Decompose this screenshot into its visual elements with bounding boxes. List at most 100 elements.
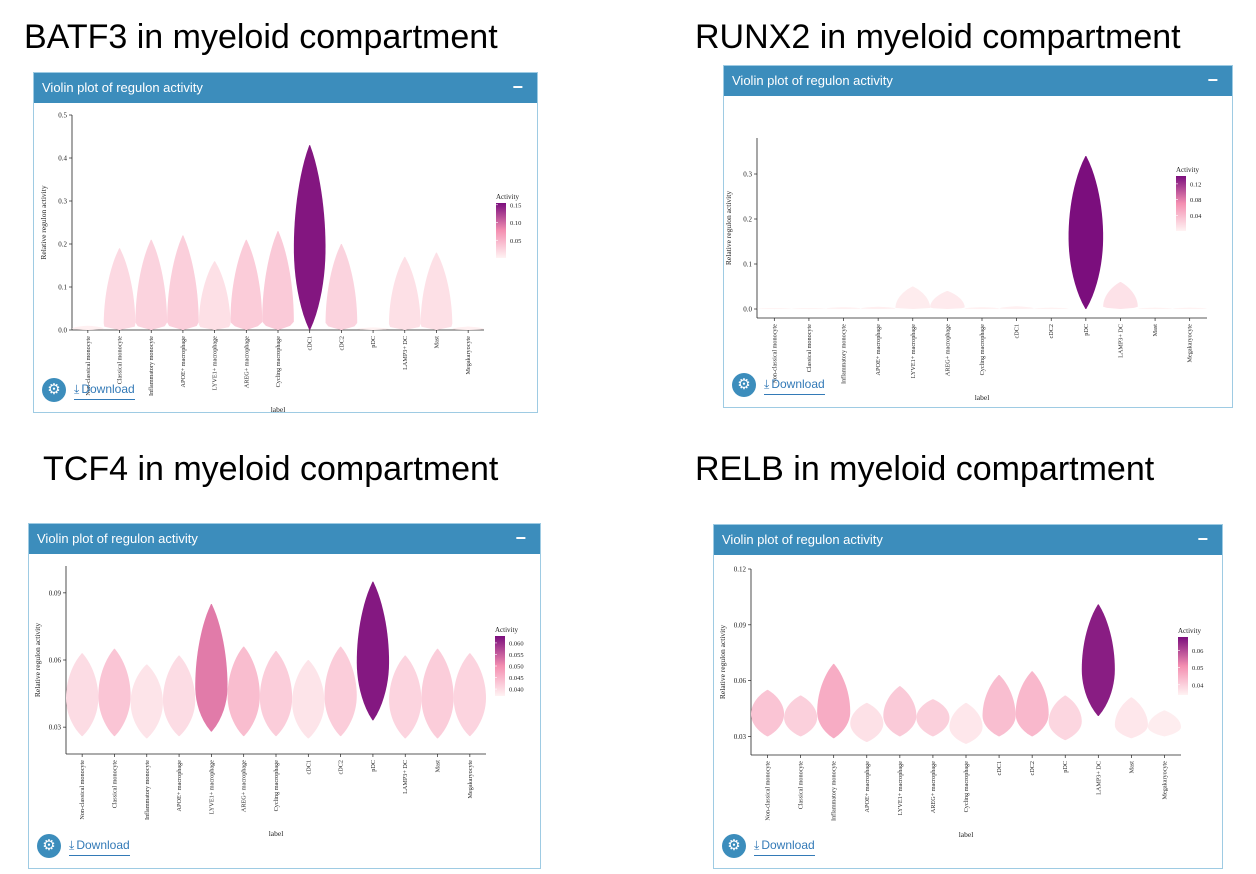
legend-tick-label: 0.08 bbox=[1190, 197, 1201, 204]
violin-2 bbox=[135, 239, 168, 330]
violin-6 bbox=[262, 231, 294, 330]
violin-8 bbox=[324, 646, 357, 737]
x-tick-label: Cycling macrophage bbox=[979, 324, 986, 376]
violin-5 bbox=[930, 291, 965, 309]
y-tick-label: 0.3 bbox=[743, 171, 752, 179]
x-tick-label: Inflammatory monocyte bbox=[148, 336, 155, 396]
gear-icon[interactable]: ⚙ bbox=[42, 378, 66, 402]
x-tick-label: LYVE1+ macrophage bbox=[910, 324, 917, 378]
violin-9 bbox=[1068, 156, 1104, 309]
x-tick-label: LAMP3+ DC bbox=[1117, 324, 1124, 358]
x-tick-label: LAMP3+ DC bbox=[1095, 761, 1102, 795]
gear-icon[interactable]: ⚙ bbox=[37, 834, 61, 858]
violin-5 bbox=[230, 239, 263, 330]
x-tick-label: pDC bbox=[370, 336, 377, 348]
x-tick-label: cDC1 bbox=[1014, 324, 1021, 338]
x-tick-label: Cycling macrophage bbox=[273, 760, 280, 812]
x-axis-label: label bbox=[975, 393, 990, 402]
x-tick-label: Classical monocyte bbox=[798, 761, 805, 810]
download-label: Download bbox=[81, 382, 135, 396]
box-title: Violin plot of regulon activity bbox=[37, 531, 198, 546]
gear-icon[interactable]: ⚙ bbox=[732, 373, 756, 397]
x-tick-label: LAMP3+ DC bbox=[402, 760, 409, 794]
legend-title: Activity bbox=[1178, 627, 1201, 635]
box-header: Violin plot of regulon activity − bbox=[724, 66, 1232, 96]
legend-tick-label: 0.050 bbox=[509, 664, 524, 671]
download-button[interactable]: ⤓ Download bbox=[764, 377, 825, 395]
violin-chart: 0.0 0.1 0.2 0.3 Relative regulon activity Non… bbox=[724, 138, 1207, 402]
violin-8 bbox=[1015, 671, 1049, 737]
x-tick-label: cDC1 bbox=[307, 336, 314, 350]
x-tick-label: cDC2 bbox=[1048, 324, 1055, 338]
violin-9 bbox=[1048, 695, 1082, 741]
violin-7 bbox=[293, 145, 326, 330]
x-tick-label: cDC1 bbox=[305, 760, 312, 774]
collapse-button[interactable]: − bbox=[515, 528, 526, 548]
violin-2 bbox=[817, 663, 851, 739]
legend-tick-label: 0.04 bbox=[1192, 682, 1204, 689]
x-axis-label: label bbox=[959, 830, 974, 839]
violin-12 bbox=[1147, 710, 1181, 737]
violin-plot-box: Violin plot of regulon activity − 0.0 0.1… bbox=[33, 72, 538, 415]
y-tick-label: 0.5 bbox=[58, 112, 67, 120]
violin-11 bbox=[421, 648, 454, 739]
violin-5 bbox=[916, 699, 950, 737]
x-tick-label: LYVE1+ macrophage bbox=[208, 760, 215, 814]
violin-plot-box: Violin plot of regulon activity − 0.03 0.… bbox=[28, 523, 541, 869]
violin-3 bbox=[850, 702, 884, 742]
violin-0 bbox=[751, 689, 785, 737]
violin-plot-box: Violin plot of regulon activity − 0.03 0.… bbox=[713, 524, 1223, 869]
x-tick-label: Mast bbox=[1128, 761, 1135, 774]
download-button[interactable]: ⤓ Download bbox=[69, 838, 130, 856]
panel-title: TCF4 in myeloid compartment bbox=[43, 450, 499, 488]
y-axis-label: Relative regulon activity bbox=[33, 623, 42, 697]
collapse-button[interactable]: − bbox=[1197, 529, 1208, 549]
violin-10 bbox=[1081, 604, 1115, 716]
legend-colorbar bbox=[1176, 176, 1186, 231]
x-tick-label: cDC2 bbox=[338, 760, 345, 774]
y-axis-label: Relative regulon activity bbox=[724, 191, 733, 265]
download-icon: ⤓ bbox=[754, 838, 760, 852]
download-button[interactable]: ⤓ Download bbox=[74, 382, 135, 400]
x-tick-label: cDC2 bbox=[338, 336, 345, 350]
gear-icon[interactable]: ⚙ bbox=[722, 834, 746, 858]
collapse-button[interactable]: − bbox=[512, 77, 523, 97]
y-tick-label: 0.03 bbox=[49, 724, 62, 732]
violin-8 bbox=[325, 244, 358, 330]
violin-0 bbox=[757, 308, 792, 310]
violin-2 bbox=[826, 307, 861, 309]
x-tick-label: Mast bbox=[433, 336, 440, 349]
violin-9 bbox=[357, 327, 389, 330]
x-tick-label: Non-classical monocyte bbox=[765, 761, 772, 821]
legend-tick-label: 0.05 bbox=[1192, 665, 1203, 672]
y-tick-label: 0.3 bbox=[58, 198, 67, 206]
legend-title: Activity bbox=[1176, 166, 1199, 174]
violin-chart: 0.03 0.06 0.09 0.12 Relative regulon activit… bbox=[718, 566, 1204, 840]
box-title: Violin plot of regulon activity bbox=[722, 532, 883, 547]
box-header: Violin plot of regulon activity − bbox=[714, 525, 1222, 555]
download-button[interactable]: ⤓ Download bbox=[754, 838, 815, 856]
y-axis-label: Relative regulon activity bbox=[39, 185, 48, 259]
x-tick-label: AREG+ macrophage bbox=[241, 760, 248, 812]
violin-12 bbox=[452, 326, 484, 330]
x-tick-label: APOE+ macrophage bbox=[176, 760, 183, 812]
legend-tick-label: 0.055 bbox=[509, 652, 524, 659]
violin-1 bbox=[791, 308, 827, 310]
legend-tick-label: 0.05 bbox=[510, 238, 521, 245]
violin-chart: 0.0 0.1 0.2 0.3 0.4 0.5 Relative regulon activ… bbox=[39, 112, 521, 415]
violin-10 bbox=[388, 256, 421, 330]
download-icon: ⤓ bbox=[69, 838, 75, 852]
download-label: Download bbox=[771, 377, 825, 391]
collapse-button[interactable]: − bbox=[1207, 70, 1218, 90]
violin-1 bbox=[103, 248, 136, 330]
y-tick-label: 0.2 bbox=[58, 241, 67, 249]
y-tick-label: 0.2 bbox=[743, 216, 752, 224]
x-tick-label: AREG+ macrophage bbox=[243, 336, 250, 388]
violin-11 bbox=[1137, 307, 1173, 309]
y-tick-label: 0.4 bbox=[58, 155, 67, 163]
x-tick-label: AREG+ macrophage bbox=[944, 324, 951, 376]
violin-11 bbox=[420, 252, 453, 330]
download-label: Download bbox=[76, 838, 130, 852]
x-tick-label: Classical monocyte bbox=[117, 336, 124, 385]
x-tick-label: APOE+ macrophage bbox=[180, 336, 187, 388]
